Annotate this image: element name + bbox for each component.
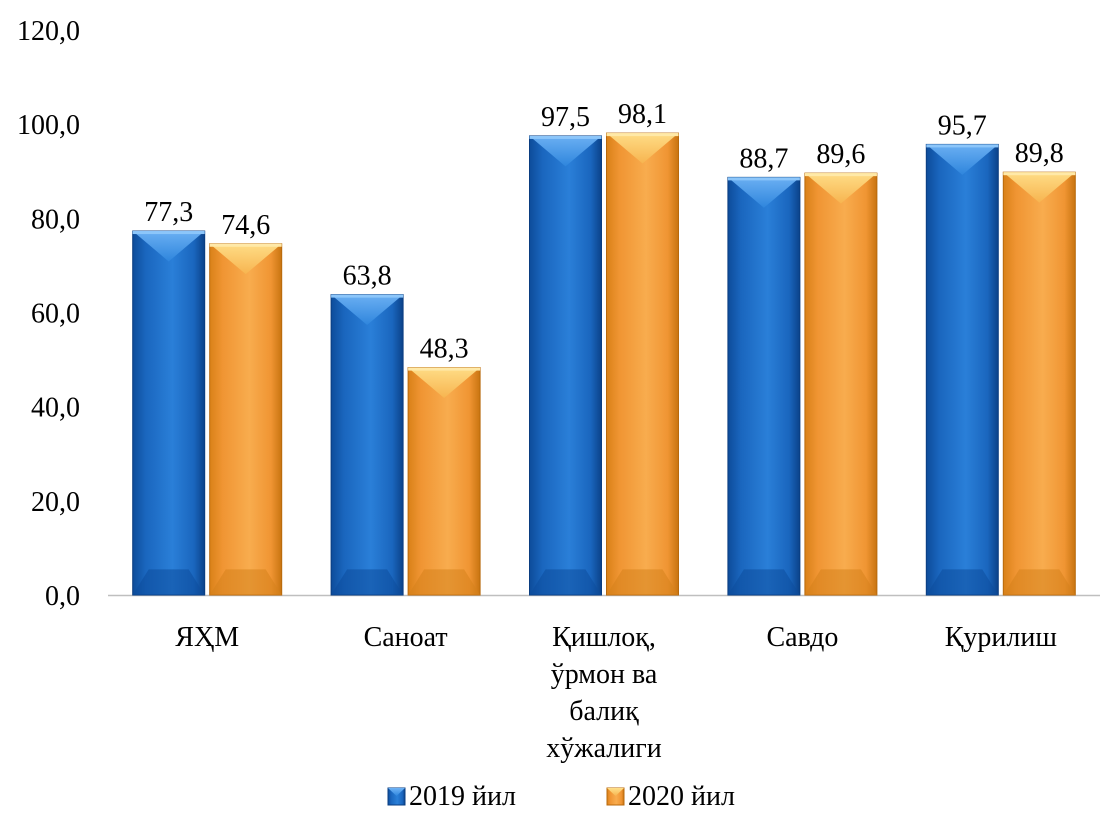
data-label: 97,5	[541, 102, 590, 133]
y-tick-label: 120,0	[17, 16, 80, 47]
legend-label: 2019 йил	[409, 781, 516, 812]
legend-item: 2020 йил	[606, 781, 735, 812]
bar-body	[407, 367, 481, 596]
data-label: 89,8	[1015, 138, 1064, 169]
bar-highlight	[926, 144, 999, 175]
bar-bottom-shade	[606, 569, 679, 595]
bar-body	[132, 230, 206, 596]
bar	[529, 135, 602, 596]
bar	[727, 176, 801, 596]
bar-highlight	[727, 177, 800, 208]
bar-bottom-shade	[1003, 569, 1076, 595]
bar-top-edge	[804, 173, 877, 177]
bar-highlight	[804, 173, 877, 204]
bar	[1002, 171, 1076, 596]
bar-highlight	[331, 294, 404, 326]
y-tick-label: 40,0	[31, 393, 80, 424]
bar-top-edge	[209, 243, 282, 247]
bar-bottom-shade	[804, 569, 877, 595]
bar	[209, 243, 283, 596]
bar-body	[330, 294, 404, 596]
bar-highlight	[132, 231, 205, 262]
bar	[925, 143, 999, 596]
bar-top-edge	[331, 294, 404, 298]
x-tick-label: ЯҲМ	[175, 622, 239, 653]
bar-top-edge	[727, 177, 800, 181]
x-axis-labels: ЯҲМ Саноат Қишлоқ, ўрмон ва балиқ хўжалиги Сав…	[175, 622, 1057, 764]
bar-top-edge	[529, 135, 602, 139]
bar-bottom-shade	[408, 569, 481, 595]
bar-body	[529, 135, 602, 596]
bar	[804, 172, 878, 596]
bar-top-edge	[926, 144, 999, 148]
bar-bottom-shade	[132, 569, 205, 595]
data-label: 74,6	[221, 210, 270, 241]
data-label: 63,8	[343, 261, 392, 292]
bar-highlight	[1003, 172, 1076, 203]
bar	[407, 367, 481, 596]
bar-highlight	[209, 243, 282, 275]
bar-top-edge	[606, 133, 679, 137]
bar-bottom-shade	[331, 569, 404, 595]
bar-top-edge	[1003, 172, 1076, 176]
x-tick-label: Қурилиш	[945, 622, 1058, 653]
legend: 2019 йил 2020 йил	[387, 781, 735, 812]
bar-bottom-shade	[209, 569, 282, 595]
data-label: 95,7	[938, 110, 987, 141]
bar-bottom-shade	[529, 569, 602, 595]
bar-body	[925, 143, 999, 596]
y-tick-label: 20,0	[31, 487, 80, 518]
x-tick-label: Қишлоқ, ўрмон ва балиқ хўжалиги	[546, 622, 661, 764]
bar-body	[804, 172, 878, 596]
bar-highlight	[606, 133, 679, 164]
bar-top-edge	[132, 231, 205, 235]
bar-highlight	[529, 135, 602, 167]
y-tick-label: 0,0	[45, 581, 80, 612]
y-axis: 0,0 20,0 40,0 60,0 80,0 100,0 120,0	[17, 16, 1100, 612]
data-label: 77,3	[144, 197, 193, 228]
bar-highlight	[408, 367, 481, 398]
bars	[132, 132, 1076, 596]
bar-body	[606, 132, 679, 596]
bar	[132, 230, 206, 596]
bar-body	[1002, 171, 1076, 596]
legend-swatch-highlight	[388, 788, 405, 796]
x-tick-label: Саноат	[364, 622, 448, 653]
data-label: 98,1	[618, 99, 667, 130]
data-label: 48,3	[420, 334, 469, 365]
bar-bottom-shade	[926, 569, 999, 595]
bar-body	[209, 243, 283, 596]
data-label: 89,6	[816, 139, 865, 170]
bar	[330, 294, 404, 596]
bar-bottom-shade	[727, 569, 800, 595]
data-labels: 77,3 74,6 63,8 48,3 97,5 98,1 88,7 89,6 95,7 89,8	[144, 99, 1064, 364]
y-tick-label: 80,0	[31, 204, 80, 235]
legend-label: 2020 йил	[628, 781, 735, 812]
x-tick-label: Савдо	[766, 622, 838, 653]
y-tick-label: 100,0	[17, 110, 80, 141]
data-label: 88,7	[739, 143, 788, 174]
legend-swatch-highlight	[607, 788, 624, 796]
bar-top-edge	[408, 367, 481, 371]
y-tick-label: 60,0	[31, 299, 80, 330]
bar	[606, 132, 679, 596]
legend-item: 2019 йил	[387, 781, 516, 812]
bar-body	[727, 176, 801, 596]
